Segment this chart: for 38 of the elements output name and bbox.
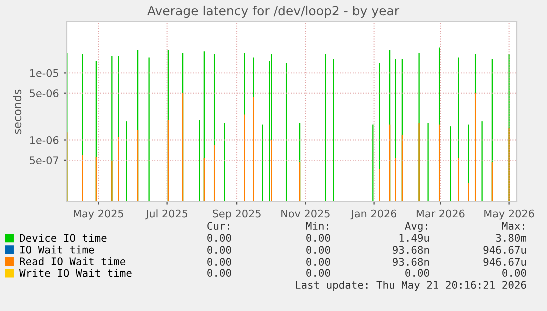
text: 0.00 xyxy=(306,246,330,254)
text: Min: xyxy=(306,222,328,230)
text: Avg: xyxy=(405,222,428,232)
legend-label: IO Wait time xyxy=(20,246,94,254)
text: Max: xyxy=(502,222,524,230)
text: 946.67u xyxy=(484,246,526,254)
text: 0.00 xyxy=(306,269,330,278)
text: 93.68n xyxy=(393,258,430,266)
text: 0.00 xyxy=(306,234,330,242)
text: 0.00 xyxy=(208,234,232,242)
y-axis-title: seconds xyxy=(13,90,22,134)
x-tick-label: Mar 2026 xyxy=(416,210,465,218)
y-tick-label: 5e-06 xyxy=(30,90,59,98)
x-tick-label: Nov 2025 xyxy=(282,210,330,218)
y-tick-label: 5e-07 xyxy=(30,156,58,165)
x-tick-label: May 2025 xyxy=(74,210,124,220)
legend-label: Device IO time xyxy=(20,234,107,242)
x-tick-label: Jan 2026 xyxy=(350,210,397,220)
text: Cur: xyxy=(208,222,230,230)
text: 0.00 xyxy=(208,258,232,266)
text: 1.49u xyxy=(400,234,430,242)
x-tick-label: May 2026 xyxy=(484,210,534,220)
legend-label: Write IO Wait time xyxy=(20,269,132,278)
text: 3.80m xyxy=(496,234,527,242)
text: 0.00 xyxy=(208,246,232,254)
chart-title: Average latency for /dev/loop2 - by year xyxy=(148,6,400,18)
text: 0.00 xyxy=(502,269,526,278)
y-tick-label: 1e-06 xyxy=(30,136,59,144)
text: 0.00 xyxy=(306,258,330,266)
text: 93.68n xyxy=(393,246,430,254)
text: 946.67u xyxy=(484,258,526,266)
text: 0.00 xyxy=(208,269,232,278)
legend-label: Read IO Wait time xyxy=(20,257,126,266)
y-tick-label: 1e-05 xyxy=(30,69,58,78)
text: 0.00 xyxy=(406,269,430,278)
x-tick-label: Sep 2025 xyxy=(213,210,261,220)
x-tick-label: Jul 2025 xyxy=(146,210,188,220)
text: Last update: Thu May 21 20:16:21 2026 xyxy=(296,280,526,292)
